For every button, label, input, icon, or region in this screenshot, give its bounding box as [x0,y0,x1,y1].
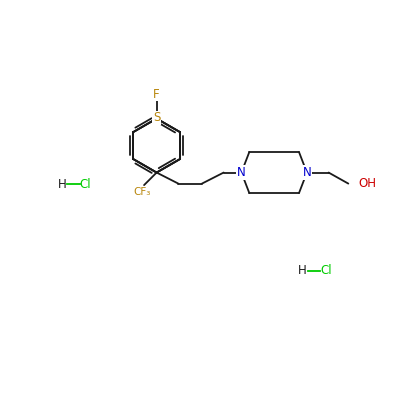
Text: Cl: Cl [320,264,332,278]
Text: OH: OH [358,177,376,190]
Text: N: N [302,166,311,179]
Text: N: N [237,166,246,179]
Text: Cl: Cl [80,178,92,191]
Text: F: F [153,88,160,101]
Text: H: H [298,264,307,278]
Text: H: H [58,178,66,191]
Text: CF₃: CF₃ [134,187,151,197]
Text: S: S [153,111,160,124]
